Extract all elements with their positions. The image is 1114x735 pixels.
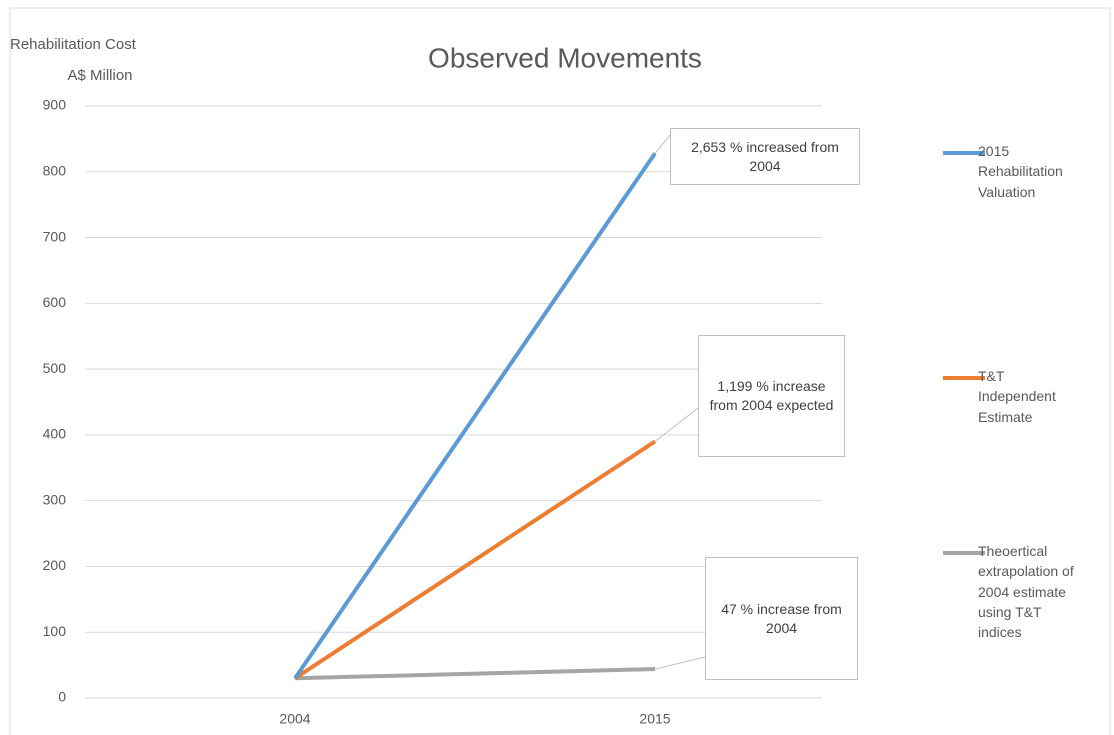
y-tick-label: 700 — [43, 228, 67, 244]
annotation-leader — [654, 656, 706, 670]
series-line — [293, 152, 657, 680]
legend-label: Theoertical extrapolation of 2004 estima… — [978, 543, 1074, 641]
annotation-leader — [654, 407, 699, 442]
series-line — [293, 439, 657, 680]
legend-label: 2015 Rehabilitation Valuation — [978, 143, 1063, 200]
y-tick-label: 800 — [43, 162, 67, 178]
series-line — [294, 667, 656, 681]
annotation: 47 % increase from 2004 — [705, 557, 858, 680]
annotation: 1,199 % increase from 2004 expected — [698, 335, 845, 457]
x-tick-label: 2004 — [279, 711, 310, 727]
chart-frame — [9, 7, 1111, 735]
annotation-leader — [654, 134, 671, 154]
y-tick-label: 200 — [43, 557, 67, 573]
y-tick-label: 400 — [43, 426, 67, 442]
y-tick-label: 600 — [43, 294, 67, 310]
x-tick-label: 2015 — [639, 711, 670, 727]
y-tick-label: 300 — [43, 491, 67, 507]
y-tick-label: 0 — [58, 689, 66, 705]
y-axis-label: Rehabilitation Cost — [10, 36, 137, 53]
y-axis-label: A$ Million — [67, 67, 132, 84]
legend-label: T&T Independent Estimate — [978, 368, 1056, 425]
annotation: 2,653 % increased from 2004 — [670, 128, 860, 185]
y-tick-label: 100 — [43, 623, 67, 639]
y-tick-label: 500 — [43, 360, 67, 376]
y-tick-label: 900 — [43, 97, 67, 113]
chart-title: Observed Movements — [428, 42, 702, 73]
